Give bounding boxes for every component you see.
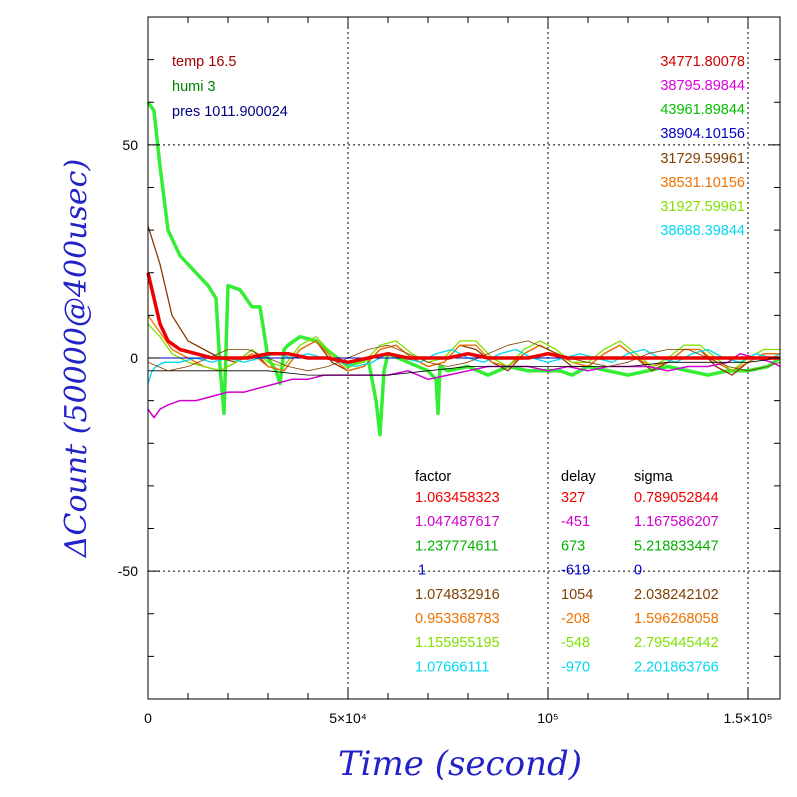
condition-pres: pres 1011.900024 (172, 104, 288, 120)
series-line (147, 340, 781, 372)
table-cell-delay: -970 (561, 659, 590, 675)
mean-value: 38531.10156 (660, 175, 745, 191)
condition-humi: humi 3 (172, 79, 216, 95)
x-tick-label: 0 (144, 710, 152, 726)
table-cell-sigma: 0.789052844 (634, 490, 719, 506)
series-line (147, 352, 781, 419)
series-line (147, 323, 780, 372)
table-cell-delay: -619 (561, 563, 590, 579)
tick-labels: 0 5×10⁴ 10⁵ 1.5×10⁵ 50 0 -50 (118, 137, 773, 726)
x-tick-label: 1.5×10⁵ (723, 710, 772, 726)
series-line (146, 101, 782, 437)
y-tick-label: 0 (130, 350, 138, 366)
x-tick-label: 5×10⁴ (329, 710, 367, 726)
series-layer (146, 101, 782, 437)
table-cell-delay: 327 (561, 490, 585, 506)
table-cell-sigma: 1.596268058 (634, 611, 719, 627)
table-header-factor: factor (415, 469, 451, 485)
table-cell-factor: 1.047487617 (415, 514, 500, 530)
table-cell-sigma: 1.167586207 (634, 514, 719, 530)
table-cell-factor: 1.237774611 (415, 538, 499, 554)
table-cell-delay: -548 (561, 635, 590, 651)
table-cell-delay: 1054 (561, 587, 593, 603)
x-axis-title: Time (second) (338, 744, 582, 784)
table-cell-factor: 1 (418, 563, 426, 579)
series-line (146, 272, 780, 365)
y-tick-label: -50 (118, 563, 138, 579)
table-cell-factor: 1.074832916 (415, 587, 500, 603)
axis-ticks (147, 16, 780, 700)
condition-temp: temp 16.5 (172, 54, 237, 70)
y-tick-label: 50 (122, 137, 138, 153)
table-rows: 1.063458323 327 0.789052844 1.047487617 -451… (415, 490, 719, 675)
table-cell-sigma: 2.795445442 (634, 635, 719, 651)
series-line (148, 357, 781, 376)
series-line (147, 225, 780, 376)
table-header-sigma: sigma (634, 469, 674, 485)
y-axis-title: ΔCount (50000@400usec) (59, 159, 94, 558)
mean-value: 43961.89844 (660, 102, 745, 118)
table-cell-factor: 0.953368783 (415, 611, 500, 627)
table-cell-delay: -451 (561, 514, 590, 530)
mean-value: 38904.10156 (660, 126, 745, 142)
table-header-delay: delay (561, 469, 596, 485)
table-cell-factor: 1.155955195 (415, 635, 500, 651)
table-cell-sigma: 0 (634, 563, 642, 579)
table-cell-factor: 1.07666111 (415, 659, 489, 675)
table-cell-delay: 673 (561, 538, 585, 554)
table-cell-delay: -208 (561, 611, 590, 627)
mean-value: 38795.89844 (660, 78, 745, 94)
mean-value: 31729.59961 (660, 151, 745, 167)
table-cell-sigma: 2.201863766 (634, 659, 719, 675)
mean-value: 38688.39844 (660, 223, 745, 239)
table-cell-sigma: 2.038242102 (634, 587, 719, 603)
mean-value: 34771.80078 (660, 54, 745, 70)
table-cell-sigma: 5.218833447 (634, 538, 719, 554)
x-tick-label: 10⁵ (537, 710, 558, 726)
table-cell-factor: 1.063458323 (415, 490, 500, 506)
mean-value: 31927.59961 (660, 199, 745, 215)
